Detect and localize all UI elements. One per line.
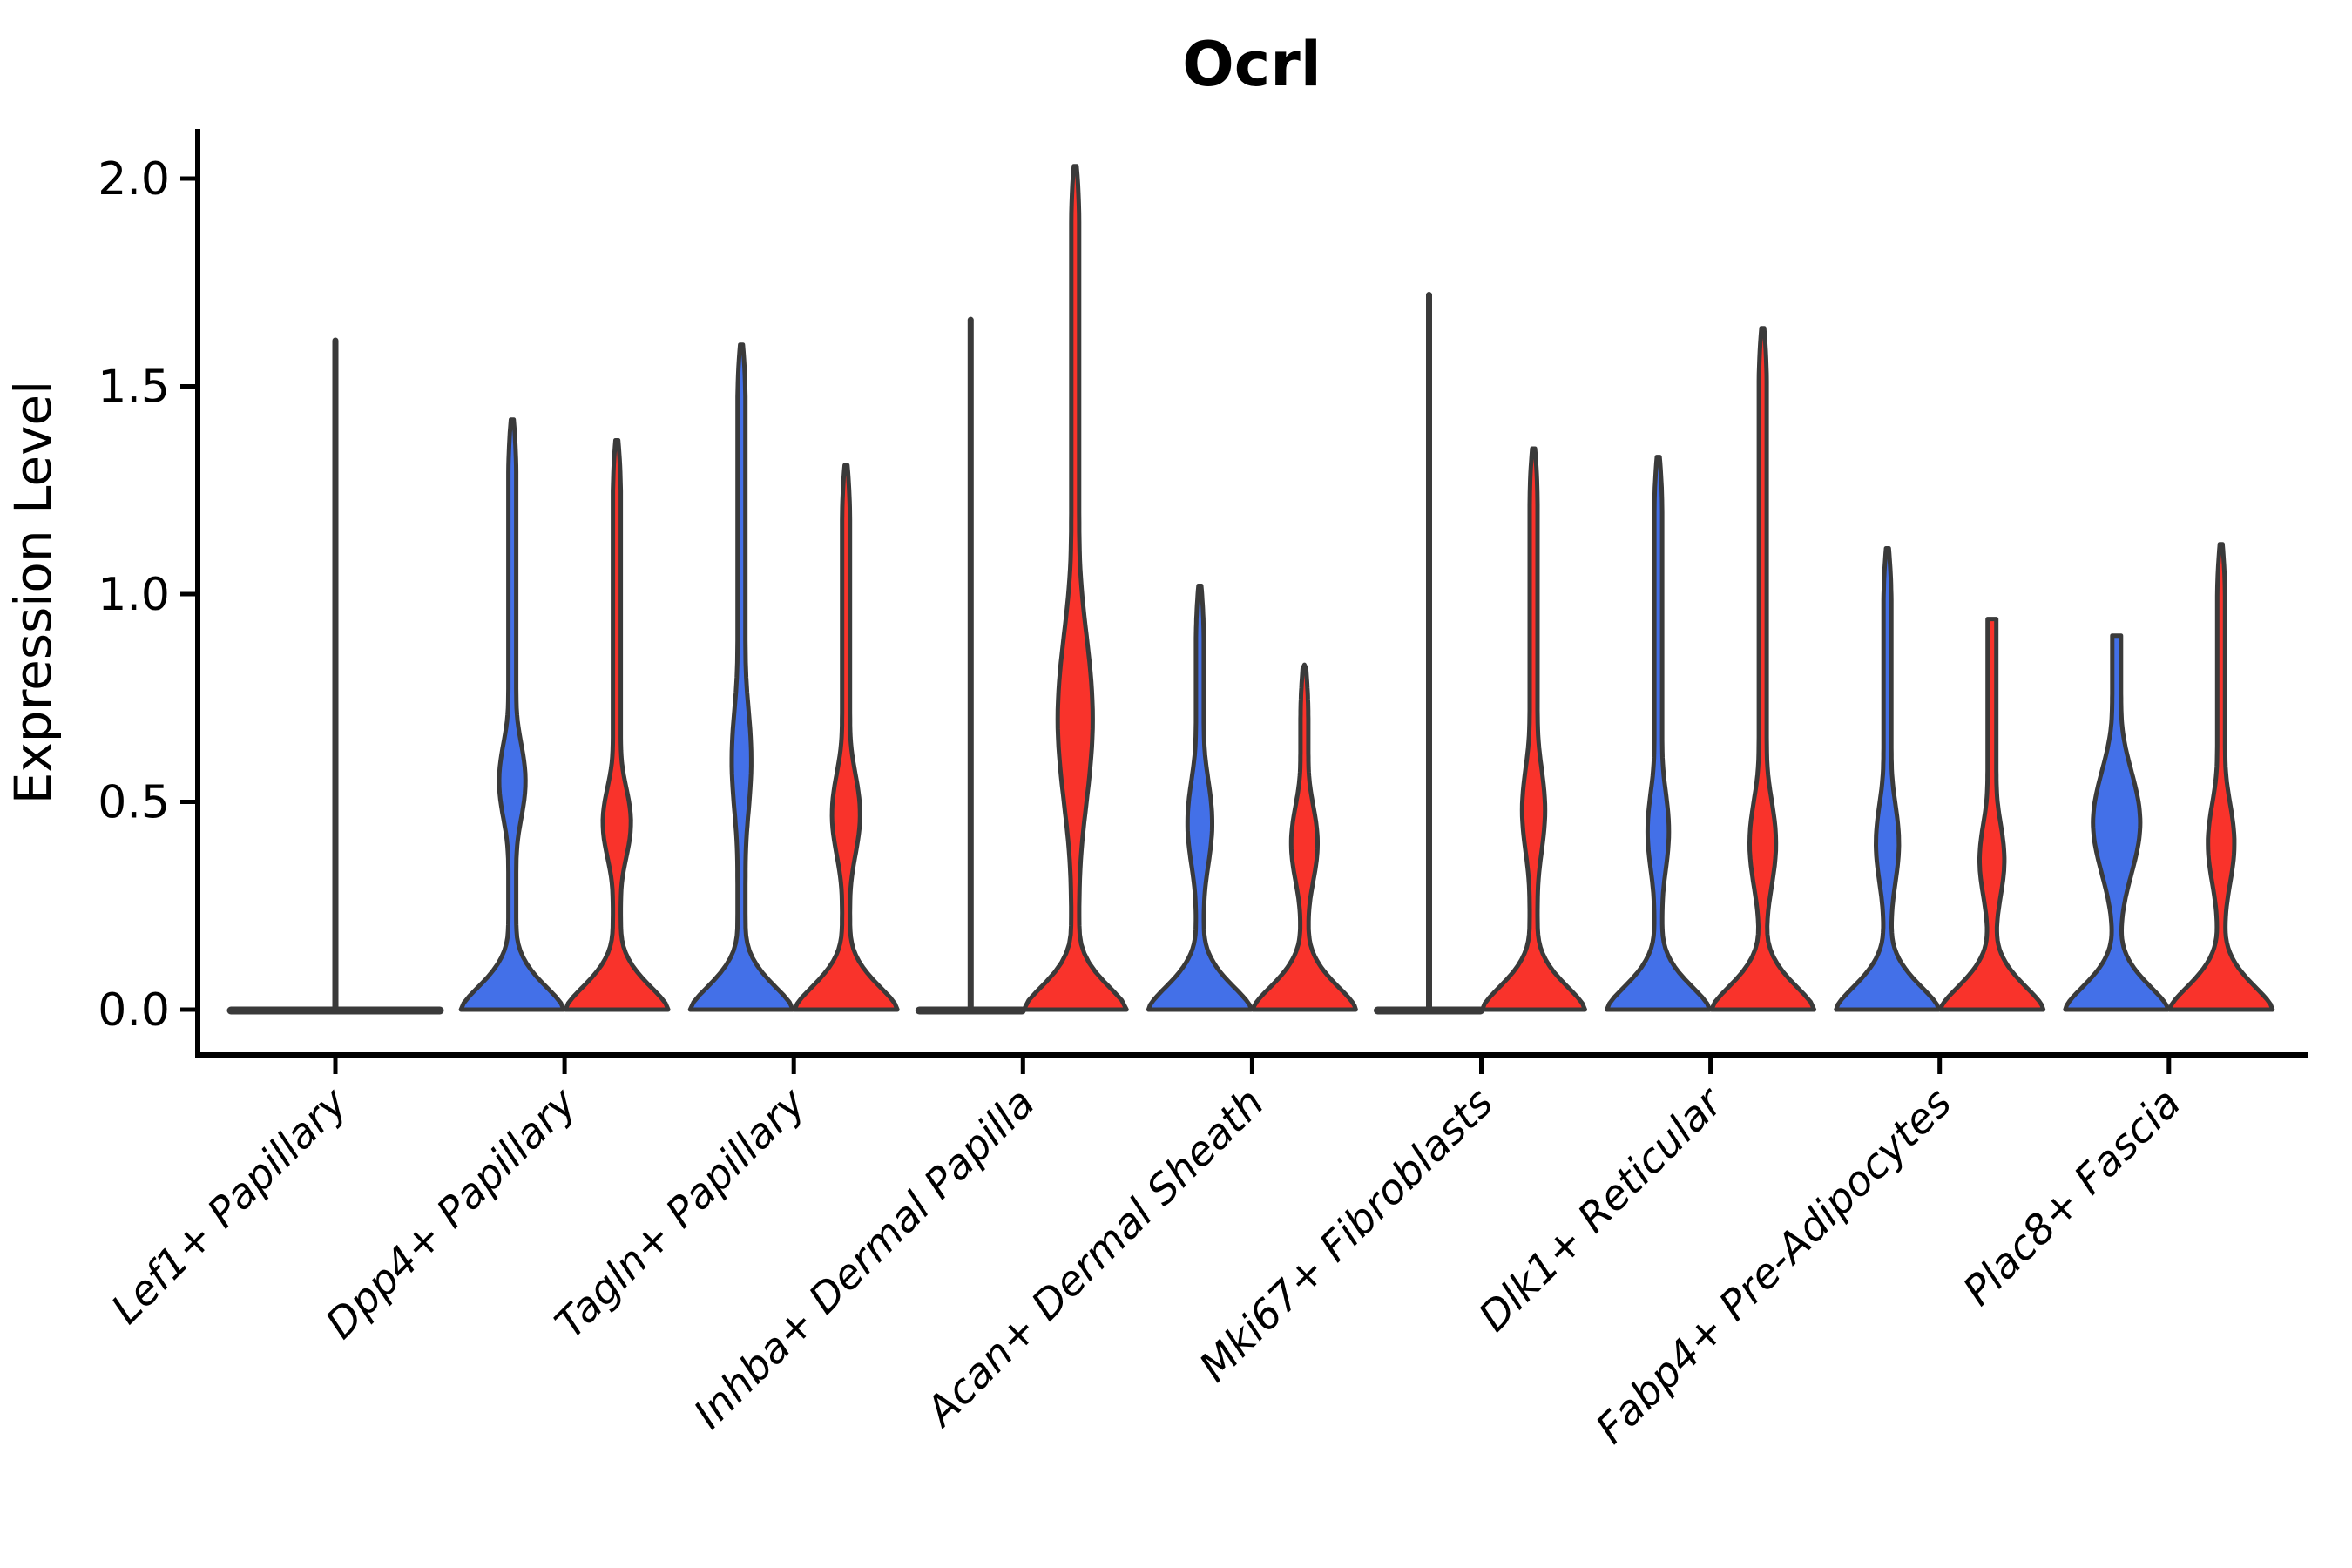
y-tick-label: 1.5	[98, 362, 170, 414]
violin-tagln-papillary-red	[792, 463, 900, 1012]
x-category-label: Dpp4+ Papillary	[316, 1078, 586, 1348]
violin-fabp4-pre-adipocytes-red	[1938, 617, 2046, 1012]
axes-layer	[180, 129, 2308, 1074]
chart-title: Ocrl	[1182, 29, 1321, 100]
violin-tagln-papillary-blue	[687, 342, 795, 1012]
violin-dpp4-papillary-blue	[458, 417, 566, 1012]
violin-plac8-fascia-red	[2167, 542, 2275, 1012]
violin-fabp4-pre-adipocytes-blue	[1834, 546, 1942, 1012]
violin-acan-dermal-sheath-blue	[1146, 584, 1254, 1012]
x-category-label: Tagln+ Papillary	[546, 1078, 816, 1348]
violin-layer	[226, 164, 2275, 1015]
violin-acan-dermal-sheath-red	[1250, 662, 1358, 1012]
y-tick-label: 0.5	[98, 777, 170, 829]
violin-dpp4-papillary-red	[563, 438, 671, 1012]
violin-dlk1-reticular-blue	[1605, 455, 1713, 1012]
y-tick-label: 2.0	[98, 153, 170, 206]
x-category-label: Lef1+ Papillary	[102, 1078, 357, 1334]
violin-inhba-dermal-papilla-red	[1021, 164, 1129, 1012]
y-tick-label: 1.0	[98, 569, 170, 621]
violin-mki67-fibroblasts-red	[1480, 446, 1587, 1012]
y-axis-title: Expression Level	[3, 381, 63, 804]
x-category-label: Plac8+ Fascia	[1954, 1079, 2190, 1315]
violin-dlk1-reticular-red	[1709, 326, 1817, 1012]
violin-plac8-fascia-blue	[2063, 633, 2171, 1012]
y-tick-label: 0.0	[98, 984, 170, 1037]
x-category-label: Dlk1+ Reticular	[1470, 1078, 1734, 1342]
